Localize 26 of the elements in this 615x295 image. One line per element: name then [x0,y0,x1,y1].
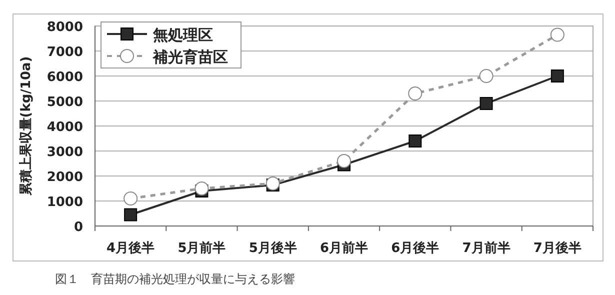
y-tick-label: 0 [74,220,83,235]
text: 図１ 育苗期の補光処理が収量に与える影響 [55,272,295,286]
y-tick-label: 2000 [46,170,83,185]
x-tick-label: 7月後半 [533,240,582,256]
point [194,182,209,196]
point [550,70,564,82]
y-tick-label: 7000 [46,45,83,60]
point [480,97,493,110]
x-tick-label: 7月前半 [462,241,510,256]
point [124,208,138,222]
y-tick-label: 8000 [46,20,83,35]
x-tick-label: 6月後半 [391,240,440,256]
y-tick-label: 1000 [46,195,83,210]
legend-label: 補光育苗区 [152,48,228,66]
x-tick-label: 4月後半 [106,240,155,256]
y-tick-label: 4000 [46,120,83,135]
y-axis-title: 累積上果収量(kg/10a) [19,56,34,197]
point [337,154,351,168]
legend-label: 無処理区 [152,26,213,44]
y-tick-label: 6000 [46,70,83,85]
point [408,134,422,148]
x-tick-label: 5月前半 [178,241,226,256]
y-tick-label: 3000 [46,145,83,160]
x-tick-label: 5月後半 [248,240,297,256]
y-tick-label: 5000 [46,95,83,110]
x-tick-label: 6月前半 [320,241,368,256]
